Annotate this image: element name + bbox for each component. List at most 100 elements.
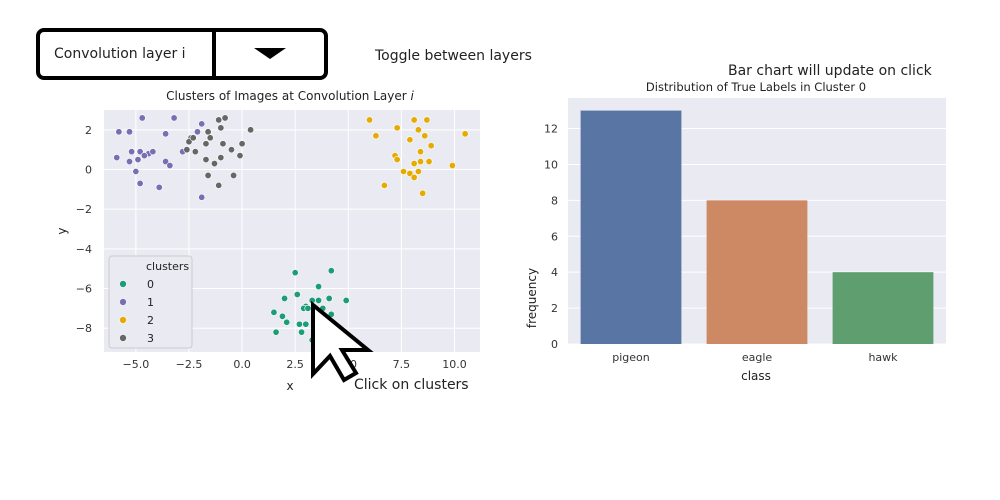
cluster-2-point[interactable] [421,132,429,140]
cluster-3-point[interactable] [217,124,225,132]
cluster-2-point[interactable] [400,167,408,175]
cluster-2-point[interactable] [425,158,433,166]
cluster-2-point[interactable] [393,156,401,164]
cluster-1-point[interactable] [198,120,206,128]
bar-ytick-label: 10 [544,158,558,171]
scatter-xtick-label: 7.5 [393,358,411,371]
scatter-points[interactable] [113,114,469,344]
cluster-scatter-chart[interactable]: Clusters of Images at Convolution Layer … [0,84,500,404]
cluster-1-point[interactable] [125,128,133,136]
cluster-3-point[interactable] [183,146,191,154]
cluster-3-point[interactable] [185,138,193,146]
cluster-2-point[interactable] [366,116,374,124]
cluster-1-point[interactable] [136,148,144,156]
cluster-0-point[interactable] [278,312,286,320]
cluster-0-point[interactable] [342,296,350,304]
bar-ytick-label: 4 [551,266,558,279]
cluster-2-point[interactable] [410,173,418,181]
cluster-3-point[interactable] [219,140,227,148]
scatter-xtick-label: −5.0 [123,358,150,371]
label-bar-chart: Distribution of True Labels in Cluster 0… [525,80,946,383]
cluster-1-point[interactable] [198,193,206,201]
cluster-0-point[interactable] [315,283,323,291]
cluster-3-point[interactable] [221,114,229,122]
cluster-1-point[interactable] [193,128,201,136]
bar-xtick-label: pigeon [612,351,650,364]
cluster-2-point[interactable] [410,116,418,124]
cluster-3-point[interactable] [191,148,199,156]
cluster-0-point[interactable] [291,269,299,277]
cluster-1-point[interactable] [134,156,142,164]
cluster-2-point[interactable] [417,158,425,166]
bar-pigeon [580,110,682,345]
legend-box [108,255,193,349]
cluster-2-point[interactable] [448,162,456,170]
cluster-1-point[interactable] [149,148,157,156]
cluster-1-point[interactable] [170,114,178,122]
cluster-1-point[interactable] [132,167,140,175]
cluster-0-point[interactable] [272,328,280,336]
bar-xtick-label: hawk [868,351,898,364]
cluster-3-point[interactable] [204,128,212,136]
cluster-0-point[interactable] [302,320,310,328]
cluster-3-point[interactable] [238,140,246,148]
cluster-0-point[interactable] [325,294,333,302]
legend-entry-label: 0 [147,278,154,291]
cluster-2-point[interactable] [406,136,414,144]
cluster-2-point[interactable] [417,148,425,156]
cluster-2-point[interactable] [419,189,427,197]
cluster-3-point[interactable] [189,134,197,142]
cluster-3-point[interactable] [202,140,210,148]
cluster-3-point[interactable] [215,181,223,189]
cluster-1-point[interactable] [136,179,144,187]
cluster-2-point[interactable] [423,116,431,124]
cluster-0-point[interactable] [283,318,291,326]
cluster-3-point[interactable] [210,160,218,168]
cluster-3-point[interactable] [247,126,255,134]
cluster-0-point[interactable] [327,267,335,275]
scatter-xlabel: x [286,379,293,393]
cluster-2-point[interactable] [461,130,469,138]
cluster-3-point[interactable] [230,171,238,179]
cluster-2-point[interactable] [372,132,380,140]
cluster-1-point[interactable] [115,128,123,136]
cluster-2-point[interactable] [414,167,422,175]
cluster-1-point[interactable] [138,114,146,122]
scatter-ytick-label: −6 [76,283,92,296]
scatter-title: Clusters of Images at Convolution Layer … [166,89,414,103]
dropdown-toggle-button[interactable] [216,32,324,76]
cluster-3-point[interactable] [204,171,212,179]
cluster-2-point[interactable] [380,181,388,189]
cluster-3-point[interactable] [215,116,223,124]
cluster-1-point[interactable] [166,162,174,170]
cluster-2-point[interactable] [406,169,414,177]
cluster-0-point[interactable] [295,320,303,328]
cluster-1-point[interactable] [125,158,133,166]
cluster-3-point[interactable] [217,154,225,162]
cluster-1-point[interactable] [162,130,170,138]
cluster-2-point[interactable] [393,124,401,132]
cluster-0-point[interactable] [281,294,289,302]
scatter-ytick-label: 2 [85,124,92,137]
cluster-0-point[interactable] [315,296,323,304]
cluster-2-point[interactable] [414,126,422,134]
bar-xtick-label: eagle [742,351,773,364]
cluster-0-point[interactable] [270,308,278,316]
cluster-3-point[interactable] [227,146,235,154]
cluster-1-point[interactable] [162,158,170,166]
scatter-xtick-label: −2.5 [176,358,203,371]
cluster-2-point[interactable] [410,160,418,168]
cluster-1-point[interactable] [155,183,163,191]
bar-update-note: Bar chart will update on click [728,63,932,79]
layer-dropdown[interactable]: Convolution layer i [36,28,328,80]
cluster-2-point[interactable] [427,142,435,150]
bar-ytick-label: 12 [544,123,558,136]
cluster-3-point[interactable] [206,134,214,142]
cluster-1-point[interactable] [128,148,136,156]
cluster-0-point[interactable] [298,328,306,336]
cluster-3-point[interactable] [202,156,210,164]
cluster-3-point[interactable] [236,152,244,160]
cluster-1-point[interactable] [113,154,121,162]
cluster-0-point[interactable] [293,290,301,298]
cluster-1-point[interactable] [140,152,148,160]
